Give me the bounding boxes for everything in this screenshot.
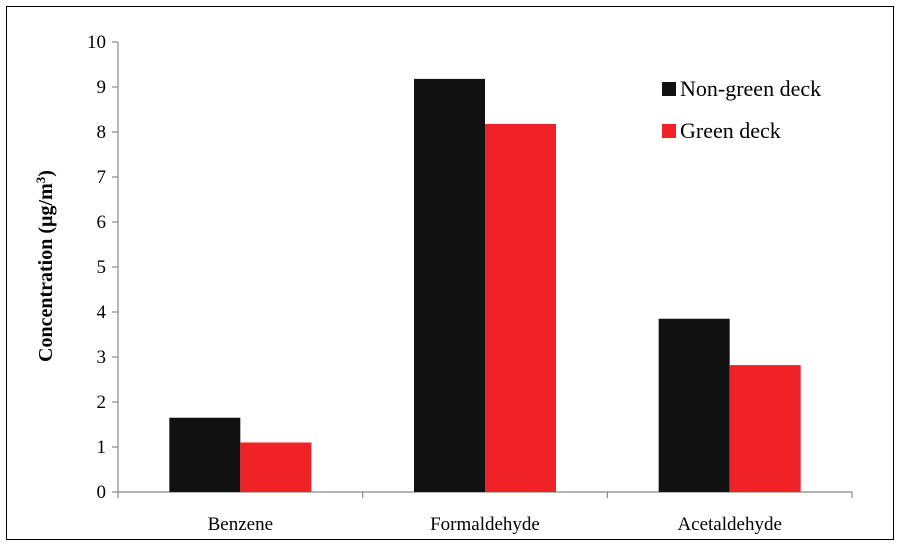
x-axis: Benzene Formaldehyde Acetaldehyde (117, 491, 853, 535)
bar-non-green-deck (414, 78, 485, 493)
y-tick-label: 3 (97, 347, 107, 368)
bar-green-deck (485, 123, 556, 493)
y-tick-label: 5 (97, 257, 107, 278)
y-tick-label: 9 (97, 77, 107, 98)
y-tick-label: 4 (97, 302, 107, 323)
y-axis-title-main: Concentration (µg/m (35, 183, 57, 362)
legend: Non-green deck Green deck (662, 76, 821, 143)
legend-label: Green deck (680, 118, 781, 143)
x-category-label: Benzene (208, 514, 273, 535)
y-tick-label: 1 (97, 437, 107, 458)
bar-green-deck (729, 365, 801, 492)
y-tick-label: 0 (97, 482, 107, 503)
legend-swatch (662, 82, 676, 96)
y-tick-label: 7 (97, 167, 107, 188)
y-tick-label: 2 (97, 392, 107, 413)
y-tick-label: 8 (97, 122, 107, 143)
legend-label: Non-green deck (680, 76, 821, 101)
bars (169, 78, 801, 493)
y-tick-label: 10 (87, 32, 106, 53)
bar-green-deck (240, 442, 312, 492)
x-category-label: Acetaldehyde (677, 514, 781, 535)
bar-non-green-deck (169, 417, 241, 492)
y-axis-title-suffix: ) (35, 170, 57, 177)
y-axis-title: Concentration (µg/m3) (33, 170, 58, 362)
legend-swatch (662, 124, 676, 138)
y-axis-title-superscript: 3 (33, 176, 48, 183)
bar-non-green-deck (658, 318, 730, 492)
y-axis: 0 1 2 3 4 5 6 7 8 9 10 (87, 32, 119, 503)
y-tick-label: 6 (97, 212, 107, 233)
x-category-label: Formaldehyde (430, 514, 540, 535)
